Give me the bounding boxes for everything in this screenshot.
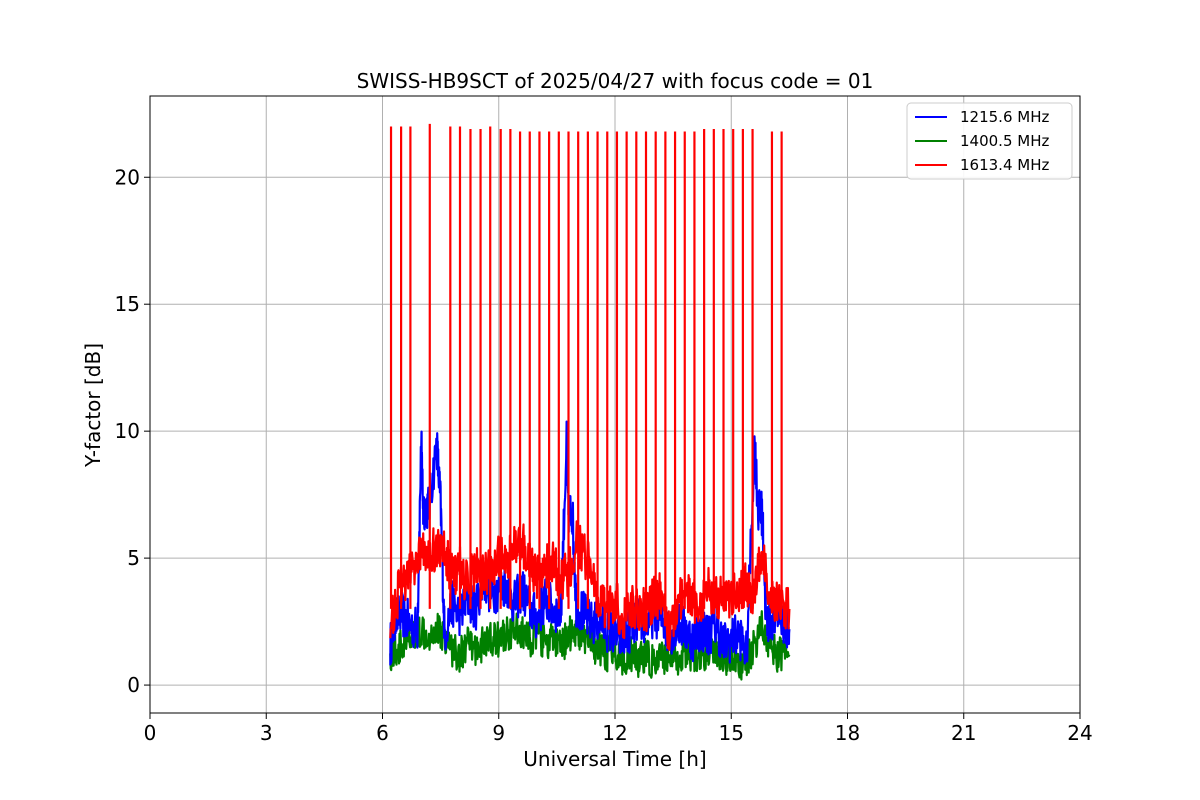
y-axis-label: Y-factor [dB]: [81, 343, 105, 468]
chart-title: SWISS-HB9SCT of 2025/04/27 with focus co…: [357, 69, 874, 93]
y-tick-label: 0: [127, 673, 140, 697]
x-axis: 0 3 6 9 12 15 18 21 24: [144, 713, 1093, 745]
series-line-14005: [389, 610, 791, 681]
legend-label-1215: 1215.6 MHz: [960, 108, 1049, 126]
x-tick-label: 21: [951, 721, 976, 745]
series-line-12156: [389, 420, 791, 666]
legend-box: [906, 102, 1073, 180]
y-tick-label: 5: [127, 546, 140, 570]
x-tick-label: 3: [260, 721, 273, 745]
y-axis: 0 5 10 15 20: [115, 165, 150, 697]
x-tick-label: 15: [719, 721, 744, 745]
y-tick-label: 20: [115, 165, 140, 189]
x-axis-label: Universal Time [h]: [523, 747, 706, 771]
x-tick-label: 6: [376, 721, 389, 745]
x-tick-label: 0: [144, 721, 157, 745]
x-tick-label: 24: [1067, 721, 1092, 745]
x-tick-label: 12: [602, 721, 627, 745]
x-tick-label: 9: [492, 721, 505, 745]
legend: 1215.6 MHz 1400.5 MHz 1613.4 MHz: [906, 102, 1073, 180]
legend-label-1400: 1400.5 MHz: [960, 132, 1049, 150]
series-layer: [389, 123, 791, 681]
y-tick-label: 15: [115, 292, 140, 316]
legend-label-1613: 1613.4 MHz: [960, 156, 1049, 174]
x-tick-label: 18: [835, 721, 860, 745]
y-tick-label: 10: [115, 419, 140, 443]
